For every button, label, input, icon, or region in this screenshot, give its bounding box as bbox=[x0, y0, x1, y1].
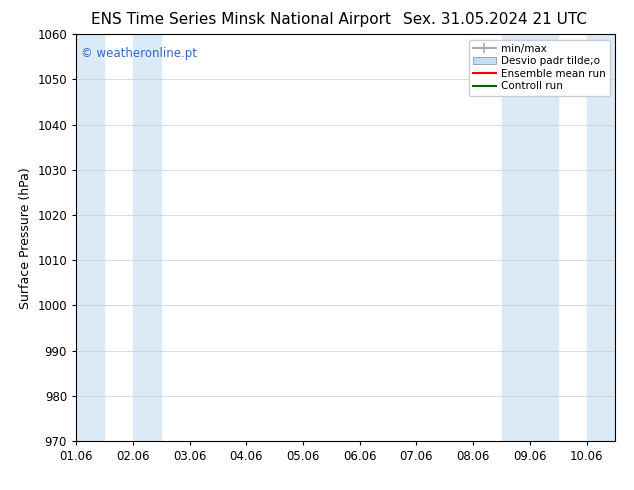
Bar bbox=[133, 34, 161, 441]
Text: ENS Time Series Minsk National Airport: ENS Time Series Minsk National Airport bbox=[91, 12, 391, 27]
Bar bbox=[501, 34, 530, 441]
Text: Sex. 31.05.2024 21 UTC: Sex. 31.05.2024 21 UTC bbox=[403, 12, 586, 27]
Bar bbox=[586, 34, 615, 441]
Bar bbox=[76, 34, 105, 441]
Text: © weatheronline.pt: © weatheronline.pt bbox=[81, 47, 197, 59]
Legend: min/max, Desvio padr tilde;o, Ensemble mean run, Controll run: min/max, Desvio padr tilde;o, Ensemble m… bbox=[469, 40, 610, 96]
Bar bbox=[530, 34, 559, 441]
Y-axis label: Surface Pressure (hPa): Surface Pressure (hPa) bbox=[19, 167, 32, 309]
